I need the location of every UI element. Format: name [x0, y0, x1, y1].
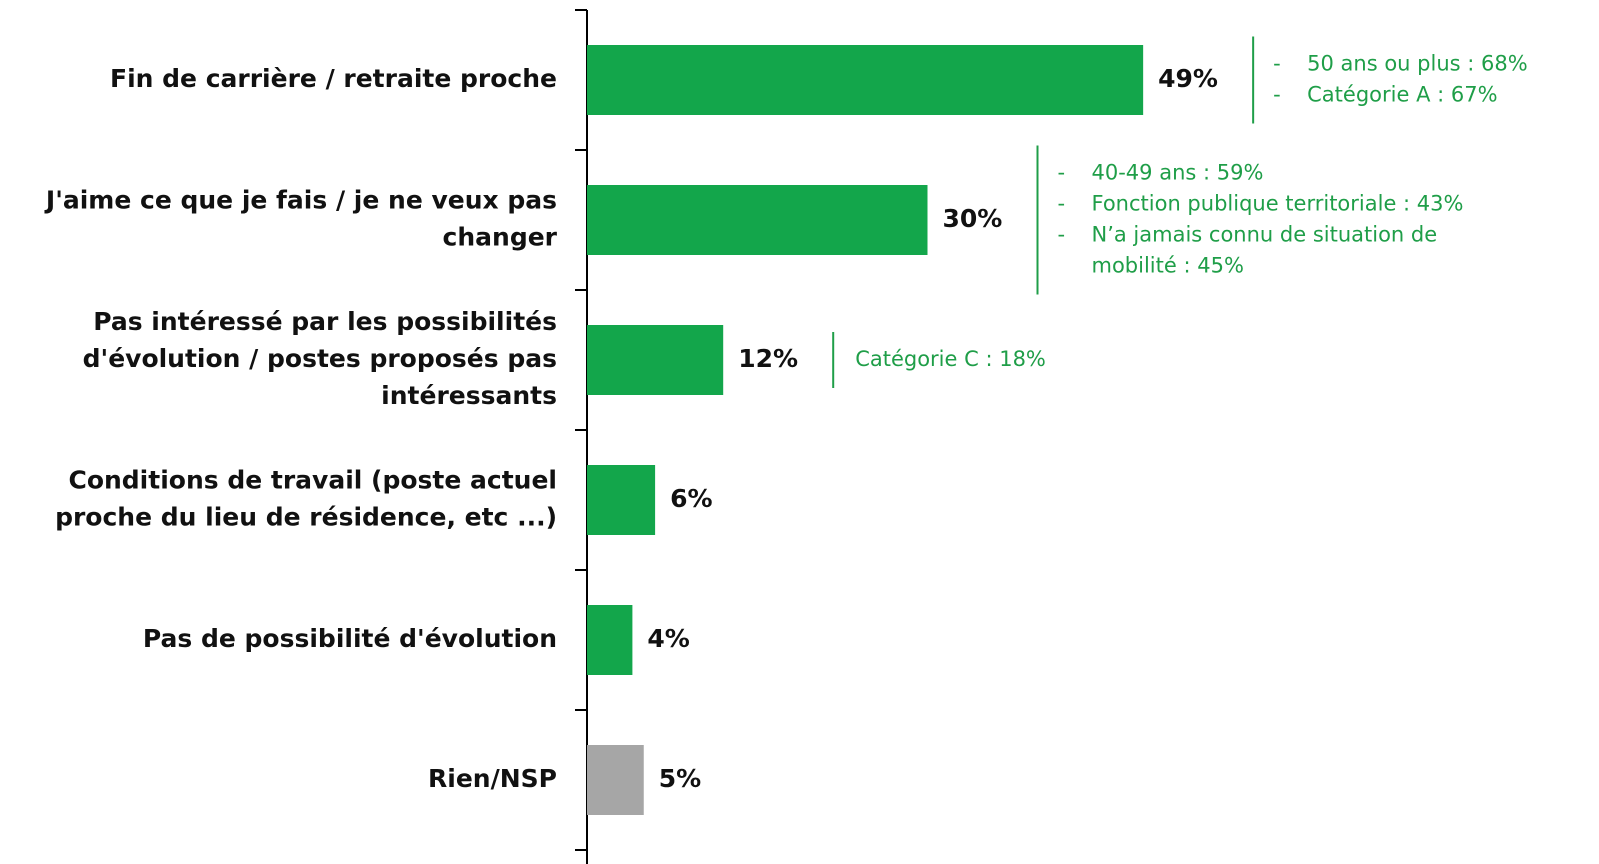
annotation-text: 50 ans ou plus : 68% — [1307, 52, 1528, 76]
annotation-bullet: - — [1058, 161, 1066, 185]
annotation-text: Fonction publique territoriale : 43% — [1092, 192, 1464, 216]
annotation-text: 40-49 ans : 59% — [1092, 161, 1264, 185]
value-label: 30% — [943, 204, 1003, 233]
category-label: proche du lieu de résidence, etc ...) — [55, 503, 557, 532]
value-label: 49% — [1158, 64, 1218, 93]
value-label: 4% — [647, 624, 689, 653]
value-label: 6% — [670, 484, 712, 513]
value-label: 5% — [659, 764, 701, 793]
annotation-bullet: - — [1273, 83, 1281, 107]
annotation-bullet: - — [1273, 52, 1281, 76]
annotation-bullet: - — [1058, 192, 1066, 216]
category-label: intéressants — [381, 381, 557, 410]
value-label: 12% — [738, 344, 798, 373]
bar — [587, 45, 1144, 115]
annotation-text: Catégorie A : 67% — [1307, 83, 1497, 107]
bar — [587, 605, 633, 675]
category-label: Fin de carrière / retraite proche — [110, 64, 557, 93]
category-label: d'évolution / postes proposés pas — [83, 344, 557, 373]
category-label: J'aime ce que je fais / je ne veux pas — [44, 186, 557, 215]
bar — [587, 185, 928, 255]
bar — [587, 325, 724, 395]
category-label: Pas intéressé par les possibilités — [93, 307, 557, 336]
bar — [587, 465, 656, 535]
annotation-bullet: - — [1058, 223, 1066, 247]
annotation-text: Catégorie C : 18% — [855, 347, 1046, 371]
category-label: Pas de possibilité d'évolution — [143, 624, 557, 653]
annotation-text: N’a jamais connu de situation de — [1092, 223, 1438, 247]
annotation-text: mobilité : 45% — [1092, 254, 1244, 278]
bar — [587, 745, 644, 815]
category-label: Conditions de travail (poste actuel — [68, 466, 557, 495]
category-label: changer — [443, 223, 558, 252]
category-label: Rien/NSP — [428, 764, 557, 793]
